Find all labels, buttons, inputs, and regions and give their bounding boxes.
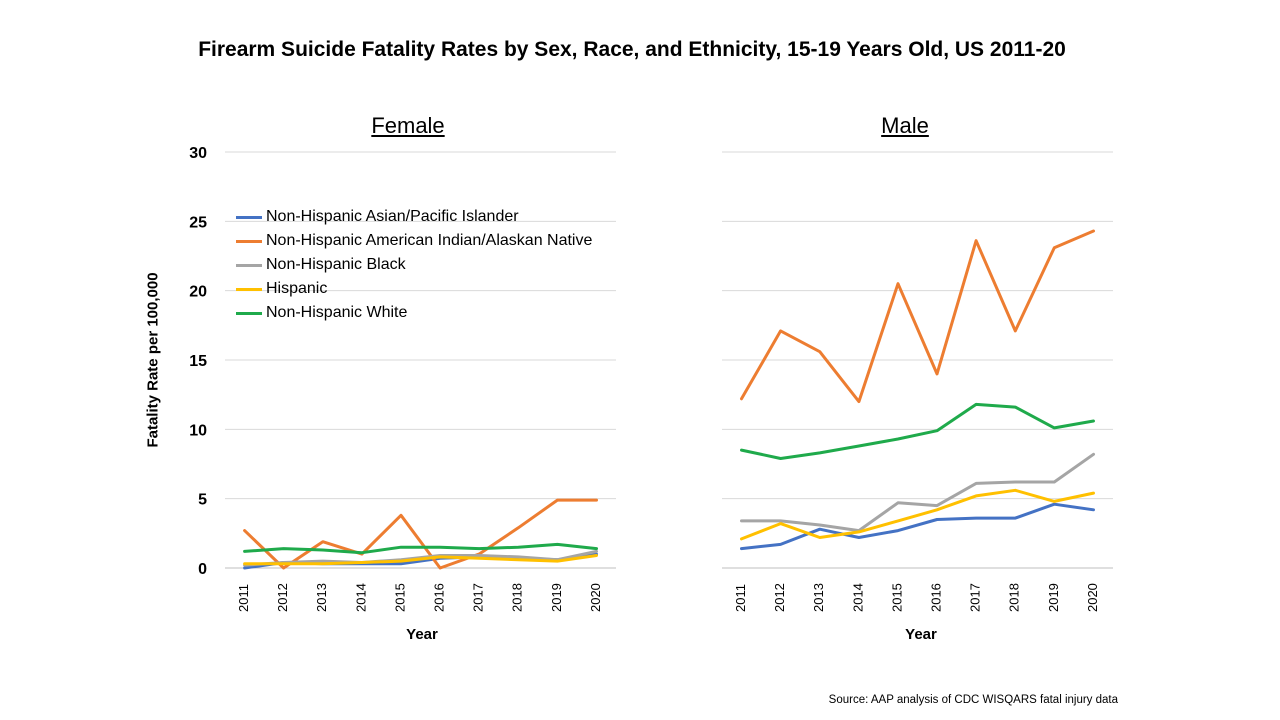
legend-swatch-asian-pi [236, 215, 262, 219]
female-x-tick-label: 2017 [471, 583, 486, 612]
legend-item-white: Non-Hispanic White [236, 301, 592, 325]
female-panel-title: Female [371, 113, 445, 138]
female-x-tick-label: 2018 [510, 583, 525, 612]
y-tick-label: 15 [189, 353, 207, 370]
legend-label-black: Non-Hispanic Black [266, 256, 406, 273]
male-series-hispanic-line [740, 488, 1095, 541]
male-series-black-line [740, 452, 1095, 533]
male-x-tick-label: 2015 [889, 583, 904, 612]
male-series-white-line [740, 402, 1095, 460]
male-x-tick-label: 2016 [928, 583, 943, 612]
male-series-asian-pi-line [740, 502, 1095, 551]
female-x-tick-label: 2011 [236, 584, 251, 612]
female-x-axis-label: Year [406, 626, 438, 643]
source-note: Source: AAP analysis of CDC WISQARS fata… [828, 694, 1118, 706]
y-tick-label: 5 [198, 492, 207, 509]
male-x-tick-label: 2020 [1085, 583, 1100, 612]
legend-label-hispanic: Hispanic [266, 280, 328, 297]
legend-swatch-white [236, 311, 262, 315]
legend-item-aian: Non-Hispanic American Indian/Alaskan Nat… [236, 229, 592, 253]
legend: Non-Hispanic Asian/Pacific Islander Non-… [236, 205, 592, 325]
legend-label-asian-pi: Non-Hispanic Asian/Pacific Islander [266, 208, 519, 225]
female-x-tick-label: 2013 [314, 583, 329, 612]
male-panel-title: Male [881, 113, 929, 138]
female-x-tick-label: 2016 [431, 583, 446, 612]
legend-label-aian: Non-Hispanic American Indian/Alaskan Nat… [266, 232, 593, 249]
female-series-aian-line [243, 498, 598, 570]
male-x-tick-label: 2011 [733, 584, 748, 612]
male-x-tick-label: 2013 [811, 583, 826, 612]
legend-label-white: Non-Hispanic White [266, 304, 408, 321]
legend-swatch-aian [236, 239, 262, 243]
y-tick-label: 10 [189, 422, 207, 439]
female-x-tick-label: 2020 [588, 583, 603, 612]
y-tick-label: 30 [189, 145, 207, 162]
legend-item-black: Non-Hispanic Black [236, 253, 592, 277]
y-tick-label: 20 [189, 284, 207, 301]
male-x-tick-label: 2018 [1007, 583, 1022, 612]
male-x-axis-label: Year [905, 626, 937, 643]
legend-item-asian-pi: Non-Hispanic Asian/Pacific Islander [236, 205, 592, 229]
male-x-tick-label: 2014 [850, 583, 865, 612]
y-axis-label: Fatality Rate per 100,000 [144, 272, 162, 448]
chart-title: Firearm Suicide Fatality Rates by Sex, R… [198, 38, 1066, 61]
female-x-tick-label: 2019 [549, 583, 564, 612]
female-x-tick-label: 2012 [275, 583, 290, 612]
female-series-hispanic-line [243, 554, 598, 566]
male-x-tick-label: 2017 [968, 583, 983, 612]
y-tick-label: 25 [189, 214, 207, 231]
female-x-tick-label: 2014 [353, 583, 368, 612]
legend-item-hispanic: Hispanic [236, 277, 592, 301]
legend-swatch-black [236, 263, 262, 267]
female-series-white-line [243, 542, 598, 555]
female-x-tick-label: 2015 [392, 583, 407, 612]
legend-swatch-hispanic [236, 287, 262, 291]
y-tick-label: 0 [198, 561, 207, 578]
male-series-aian-line [740, 229, 1095, 404]
male-x-tick-label: 2012 [772, 583, 787, 612]
male-x-tick-label: 2019 [1046, 583, 1061, 612]
